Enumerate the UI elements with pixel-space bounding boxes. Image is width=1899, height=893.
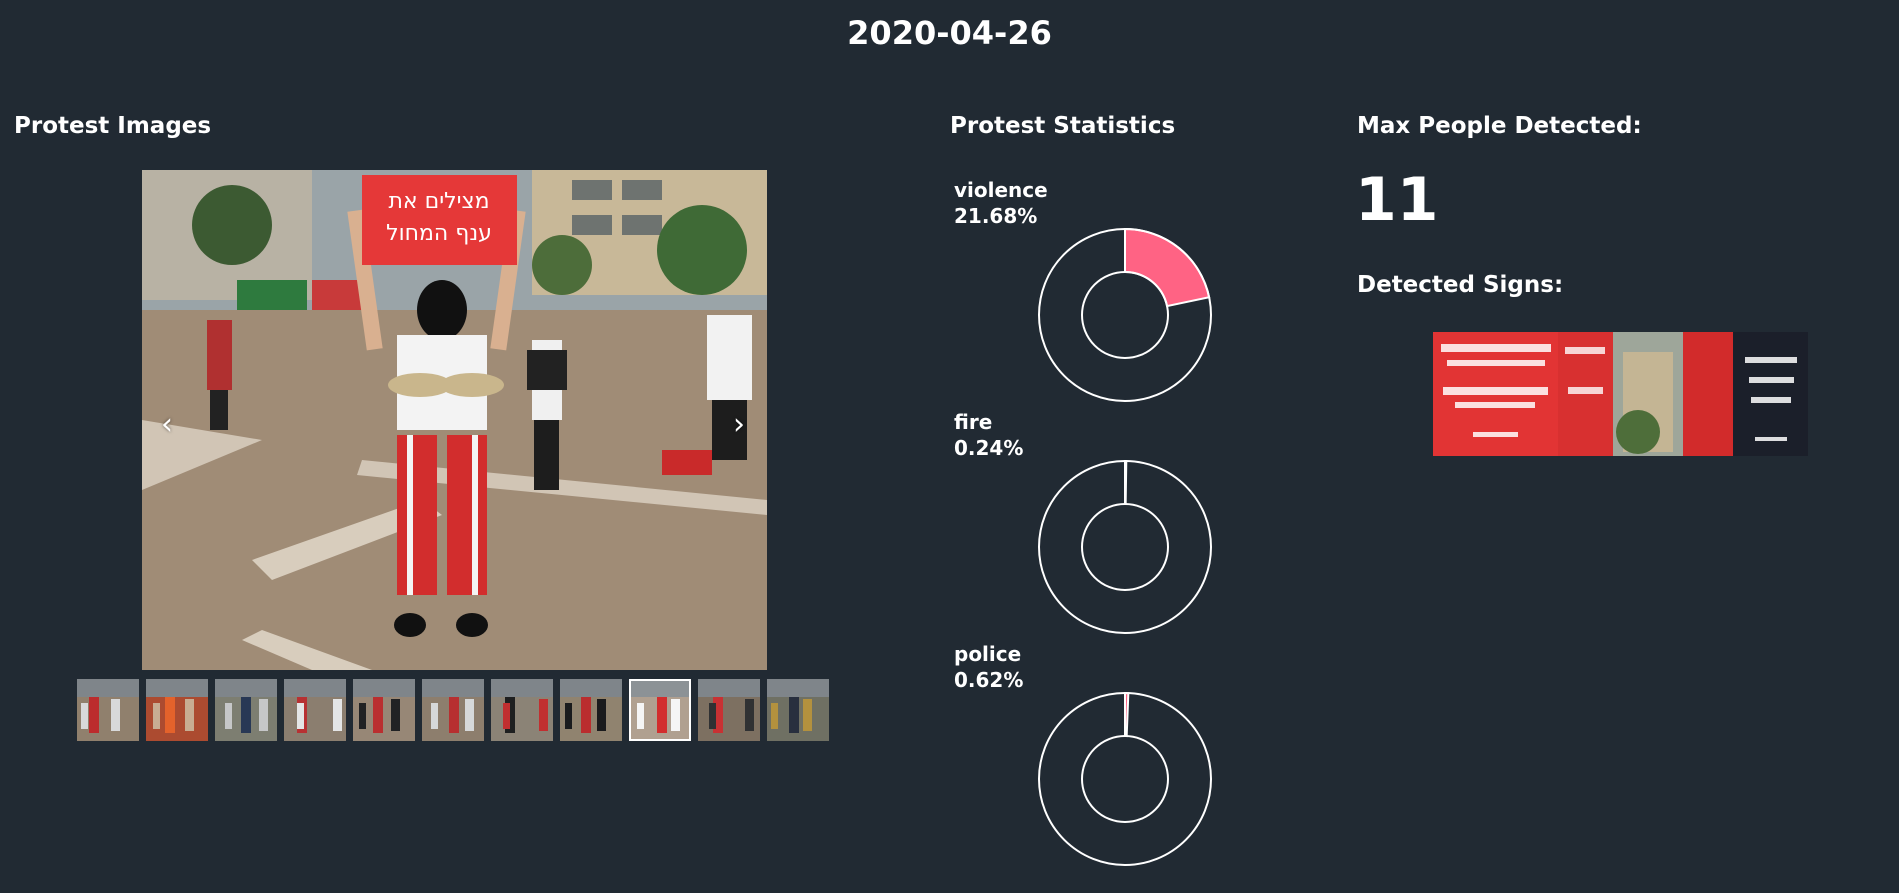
thumbnail[interactable]	[353, 679, 415, 741]
thumbnail[interactable]	[629, 679, 691, 741]
stat-name: violence	[954, 178, 1048, 202]
sign-text-top: מצילים את	[388, 189, 489, 214]
donut-inner-ring	[1081, 271, 1169, 359]
stat-fire-donut[interactable]	[1037, 459, 1213, 635]
stat-name: police	[954, 642, 1022, 666]
protest-images-heading: Protest Images	[14, 113, 212, 139]
date-title: 2020-04-26	[847, 14, 1052, 52]
thumbnail[interactable]	[77, 679, 139, 741]
stat-police-label: police 0.62%	[954, 641, 1023, 693]
stat-violence-donut[interactable]	[1037, 227, 1213, 403]
protest-photo: מצילים את ענף המחול	[142, 170, 767, 670]
max-people-count: 11	[1355, 165, 1439, 235]
thumbnail-strip	[77, 679, 829, 741]
carousel-next-button[interactable]: ›	[733, 407, 745, 442]
stat-percent: 0.24%	[954, 436, 1024, 460]
max-people-heading: Max People Detected:	[1357, 113, 1642, 139]
thumbnail[interactable]	[491, 679, 553, 741]
donut-inner-ring	[1081, 503, 1169, 591]
thumbnail[interactable]	[767, 679, 829, 741]
stat-percent: 0.62%	[954, 668, 1024, 692]
donut-inner-ring	[1081, 735, 1169, 823]
protest-image-carousel[interactable]: מצילים את ענף המחול	[142, 170, 767, 670]
protest-statistics-heading: Protest Statistics	[950, 113, 1176, 139]
detected-signs-strip	[1433, 332, 1808, 456]
carousel-prev-button[interactable]: ‹	[161, 407, 173, 442]
thumbnail[interactable]	[698, 679, 760, 741]
detected-sign-images	[1433, 332, 1808, 456]
stat-violence-label: violence 21.68%	[954, 177, 1048, 229]
thumbnail[interactable]	[560, 679, 622, 741]
thumbnail[interactable]	[215, 679, 277, 741]
thumbnail[interactable]	[146, 679, 208, 741]
thumbnail[interactable]	[284, 679, 346, 741]
thumbnail[interactable]	[422, 679, 484, 741]
sign-text-bottom: ענף המחול	[386, 221, 492, 246]
stat-name: fire	[954, 410, 993, 434]
detected-signs-heading: Detected Signs:	[1357, 272, 1564, 298]
stat-fire-label: fire 0.24%	[954, 409, 1023, 461]
stat-percent: 21.68%	[954, 204, 1038, 228]
stat-police-donut[interactable]	[1037, 691, 1213, 867]
